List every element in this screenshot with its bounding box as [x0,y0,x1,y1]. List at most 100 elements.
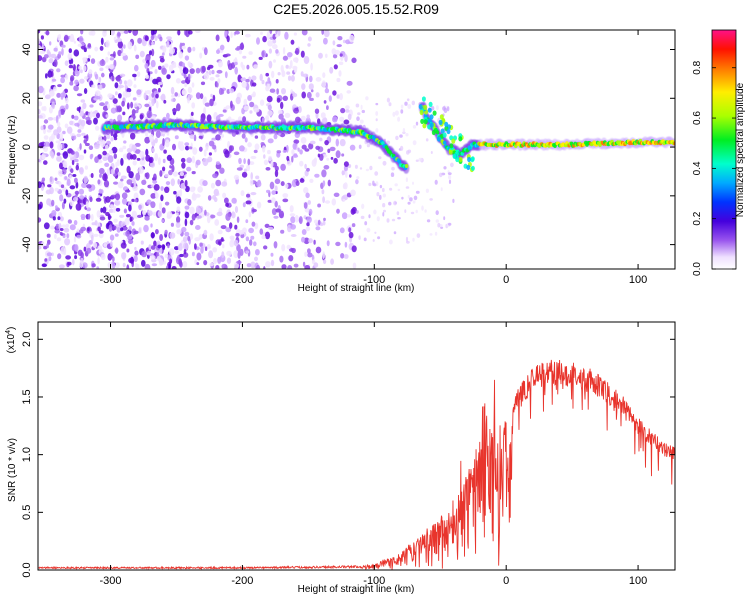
spectrogram-noise-cell [448,174,452,180]
spectrogram-noise-cell [145,132,148,137]
spectrogram-noise-cell [406,98,410,102]
spectrogram-noise-cell [159,36,163,42]
spectrogram-noise-cell [230,31,233,38]
spectrogram-noise-cell [164,254,168,258]
spectrogram-noise-cell [107,155,114,163]
spectrogram-noise-cell [73,40,77,44]
spectrogram-noise-cell [187,73,191,81]
spectrogram-noise-cell [436,105,439,111]
spectrogram-noise-cell [49,187,54,195]
spectrogram-noise-cell [141,259,146,267]
spectrogram-noise-cell [341,212,348,220]
spectrogram-noise-cell [243,168,247,173]
spectrogram-noise-cell [207,244,211,250]
spectrogram-noise-cell [173,190,177,195]
spectrogram-noise-cell [211,69,215,75]
colorbar-tick-label: 0.2 [692,211,703,225]
spectrogram-noise-cell [55,115,59,124]
spectrogram-noise-cell [76,93,83,97]
spectrogram-noise-cell [43,128,46,135]
spectrogram-noise-cell [324,88,330,94]
spectrogram-noise-cell [323,30,330,38]
spectrogram-noise-cell [280,181,285,187]
spectrogram-noise-cell [100,189,104,194]
spectrogram-noise-cell [214,219,220,226]
spectrogram-noise-cell [171,265,177,269]
spectrogram-noise-cell [138,227,141,234]
spectrogram-noise-cell [360,215,365,220]
spectrogram-noise-cell [341,170,346,175]
spectrogram-noise-cell [113,205,117,210]
spectrogram-noise-cell [167,243,170,249]
spectrogram-noise-cell [332,90,337,96]
spectrogram-noise-cell [330,156,334,160]
spectrogram-noise-cell [323,100,327,104]
spectrogram-noise-cell [374,171,379,176]
spectrogram-noise-cell [203,260,208,266]
spectrogram-noise-cell [373,183,377,187]
spectrogram-noise-cell [300,137,307,144]
spectrogram-noise-cell [321,169,327,178]
spectrogram-noise-cell [62,234,66,239]
spectrogram-noise-cell [245,236,250,242]
spectrogram-noise-cell [358,144,362,149]
spectrogram-noise-cell [50,53,57,59]
spectrogram-noise-cell [119,214,125,218]
spectrogram-noise-cell [365,96,369,101]
spectrogram-noise-cell [38,245,42,250]
spectrogram-noise-cell [212,173,218,179]
spectrogram-noise-cell [343,119,350,125]
spectrogram-noise-cell [195,225,201,230]
spectrogram-noise-cell [342,198,346,202]
spectrogram-noise-cell [128,30,132,34]
spectrogram-noise-cell [46,233,51,238]
spectrogram-ridge-cell [381,141,385,146]
spectrogram-noise-cell [57,169,63,176]
spectrogram-noise-cell [424,209,427,213]
spectrogram-noise-cell [71,114,75,119]
spectrogram-noise-cell [334,49,341,56]
spectrogram-noise-cell [394,183,398,187]
spectrogram-noise-cell [280,101,284,110]
spectrogram-noise-cell [216,69,223,74]
spectrogram-noise-cell [224,197,229,204]
spectrogram-noise-cell [176,229,182,235]
spectrogram-noise-cell [239,145,245,152]
spectrogram-y-ticks: -40 -20 0 20 40 [21,43,675,253]
spectrogram-noise-cell [126,165,131,174]
spectrogram-noise-cell [83,139,87,144]
spectrogram-noise-cell [192,192,196,199]
spectrogram-noise-cell [209,76,215,81]
spectrogram-noise-cell [185,145,190,151]
spectrogram-noise-cell [60,77,65,84]
spectrogram-noise-cell [251,208,257,213]
spectrogram-noise-cell [320,112,326,119]
spectrogram-noise-cell [189,206,195,215]
spectrogram-ridge-cell [467,156,472,163]
y-tick-label: -20 [21,188,33,204]
spectrogram-noise-cell [407,149,412,154]
spectrogram-noise-cell [320,222,324,227]
spectrogram-noise-cell [44,258,48,262]
spectrogram-noise-cell [79,78,85,84]
spectrogram-noise-cell [396,211,400,216]
spectrogram-noise-cell [155,93,159,99]
spectrogram-noise-cell [358,235,361,240]
spectrogram-noise-cell [144,63,149,69]
spectrogram-noise-cell [271,197,276,204]
spectrogram-noise-cell [150,201,156,209]
spectrogram-noise-cell [102,156,108,161]
spectrogram-noise-cell [164,229,168,235]
x-tick-label: -300 [100,575,122,587]
spectrogram-noise-cell [79,167,84,175]
spectrogram-noise-cell [224,30,228,38]
spectrogram-noise-cell [313,262,319,268]
spectrogram-noise-cell [187,235,191,242]
spectrogram-noise-cell [412,237,415,242]
spectrogram-noise-cell [229,88,235,94]
spectrogram-noise-cell [129,117,134,122]
spectrogram-noise-cell [190,111,194,116]
spectrogram-noise-cell [38,204,42,210]
spectrogram-noise-cell [144,215,150,221]
